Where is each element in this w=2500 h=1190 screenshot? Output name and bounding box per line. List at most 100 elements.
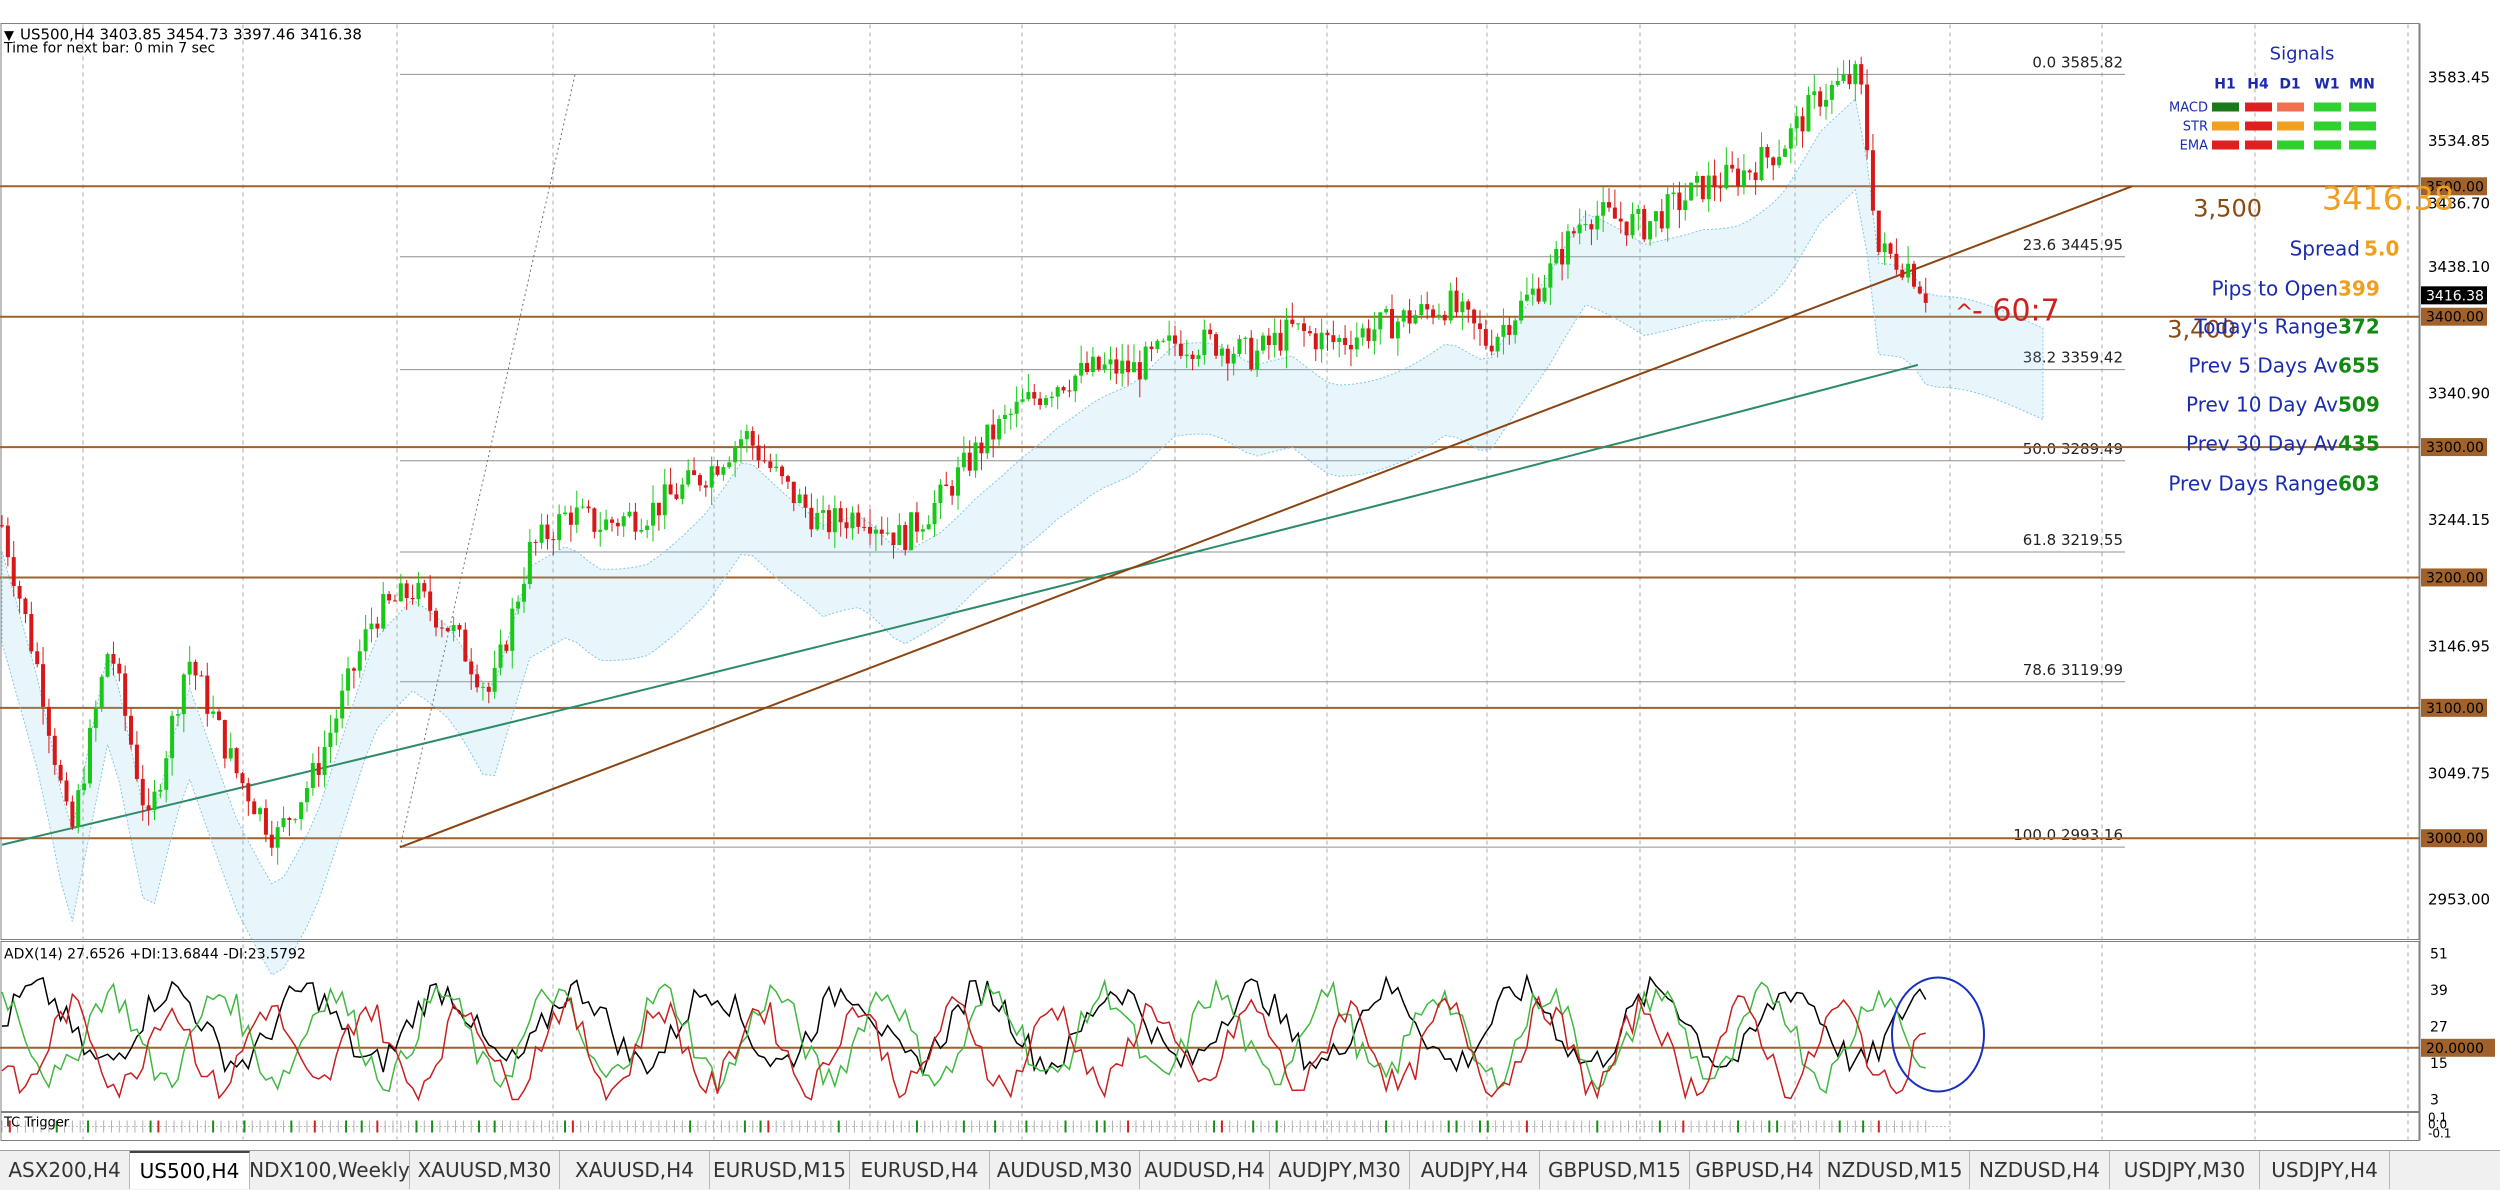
prev-10-day-label: Prev 10 Day Av [2186, 393, 2338, 417]
tab-gbpusd-h4[interactable]: GBPUSD,H4 [1690, 1151, 1820, 1189]
candle-body [52, 735, 57, 765]
vertical-gridlines [82, 24, 2409, 1140]
adx-axis-label: 39 [2430, 983, 2448, 999]
candle-body [1507, 324, 1512, 335]
candle-body [803, 494, 808, 508]
candle-body [1448, 290, 1453, 321]
candle-body [1032, 392, 1037, 399]
tab-xauusd-m30[interactable]: XAUUSD,M30 [410, 1151, 560, 1189]
adx-label: ADX(14) 27.6526 +DI:13.6844 -DI:23.5792 [4, 947, 306, 963]
candle-body [850, 512, 855, 529]
prev-5-days-value: 655 [2338, 354, 2380, 378]
candle-body [310, 763, 315, 789]
tab-nzdusd-h4[interactable]: NZDUSD,H4 [1970, 1151, 2110, 1189]
trendline [399, 185, 2133, 849]
candle-body [164, 758, 169, 790]
signal-cell [2212, 140, 2239, 150]
signal-cell [2212, 102, 2239, 112]
tab-us500-h4[interactable]: US500,H4 [130, 1151, 250, 1189]
candle-body [1255, 350, 1260, 370]
signals-timeframe-mn: MN [2349, 77, 2375, 93]
candle-body [111, 654, 116, 664]
candle-body [1542, 287, 1547, 302]
candle-body [1348, 344, 1353, 350]
pips-to-open-label: Pips to Open [2211, 277, 2338, 301]
spread-value: 5.0 [2364, 237, 2399, 261]
candle-body [1296, 323, 1301, 325]
candle-body [404, 583, 409, 599]
spread-label: Spread [2290, 237, 2360, 261]
moving-average-line [1, 363, 1919, 846]
candle-body [1190, 354, 1195, 359]
tab-gbpusd-m15[interactable]: GBPUSD,M15 [1540, 1151, 1690, 1189]
candle-body [1624, 221, 1629, 236]
candle-body [1700, 175, 1705, 200]
candle-body [832, 508, 837, 533]
candle-body [1331, 335, 1336, 342]
candle-body [1782, 148, 1787, 157]
candle-body [93, 707, 98, 728]
candle-body [1137, 362, 1142, 380]
candle-body [1131, 362, 1136, 373]
candle-body [1900, 269, 1905, 278]
fib-level-label: 38.2 3359.42 [2023, 349, 2123, 367]
ichimoku-cloud [1, 97, 2044, 976]
candle-body [1143, 346, 1148, 380]
candle-body [246, 783, 251, 802]
tab-xauusd-h4[interactable]: XAUUSD,H4 [560, 1151, 710, 1189]
candle-body [686, 470, 691, 485]
candle-body [709, 466, 714, 488]
candle-body [656, 502, 661, 516]
candle-body [1560, 248, 1565, 265]
candle-body [451, 624, 456, 632]
price-candles [0, 56, 1928, 865]
tc-axis-label: 0.0 [2428, 1118, 2447, 1132]
current-price-label: 3416.38 [2426, 288, 2484, 304]
candle-body [369, 623, 374, 630]
candle-body [252, 801, 257, 815]
tab-eurusd-h4[interactable]: EURUSD,H4 [850, 1151, 990, 1189]
candle-body [17, 585, 22, 599]
candle-body [862, 526, 867, 528]
candle-body [574, 507, 579, 525]
candle-body [434, 610, 439, 628]
tab-audjpy-m30[interactable]: AUDJPY,M30 [1270, 1151, 1410, 1189]
candle-body [1489, 345, 1494, 352]
candle-body [445, 627, 450, 632]
signals-timeframe-d1: D1 [2279, 77, 2300, 93]
candle-body [1612, 207, 1617, 219]
candle-body [944, 484, 949, 486]
big-price: 3416.38 [2322, 180, 2454, 218]
tab-eurusd-m15[interactable]: EURUSD,M15 [710, 1151, 850, 1189]
candle-body [844, 522, 849, 529]
candle-body [1278, 332, 1283, 351]
tab-nzdusd-m15[interactable]: NZDUSD,M15 [1820, 1151, 1970, 1189]
tab-audjpy-h4[interactable]: AUDJPY,H4 [1410, 1151, 1540, 1189]
candle-body [1114, 359, 1119, 374]
candle-body [1090, 356, 1095, 373]
tab-ndx100-weekly[interactable]: NDX100,Weekly [249, 1151, 410, 1189]
candle-body [1108, 359, 1113, 365]
price-axis-label: 3340.90 [2428, 385, 2490, 403]
candle-body [1501, 324, 1506, 337]
round-level-badge [2421, 568, 2487, 587]
candle-body [780, 466, 785, 477]
candle-body [903, 525, 908, 551]
candle-body [1002, 415, 1007, 420]
tab-audusd-m30[interactable]: AUDUSD,M30 [990, 1151, 1140, 1189]
candle-body [668, 484, 673, 495]
candle-body [1102, 364, 1107, 370]
candle-body [1266, 335, 1271, 346]
tab-audusd-h4[interactable]: AUDUSD,H4 [1140, 1151, 1270, 1189]
candle-body [1859, 64, 1864, 85]
candle-body [1184, 354, 1189, 356]
fib-level-label: 61.8 3219.55 [2023, 531, 2123, 549]
adx-level-label: 20.0000 [2426, 1041, 2484, 1057]
tab-asx200-h4[interactable]: ASX200,H4 [0, 1151, 130, 1189]
tab-usdjpy-m30[interactable]: USDJPY,M30 [2110, 1151, 2260, 1189]
header-dropdown-icon[interactable]: ▼ [4, 29, 14, 44]
candle-body [41, 664, 46, 707]
candle-body [293, 819, 298, 821]
tab-usdjpy-h4[interactable]: USDJPY,H4 [2260, 1151, 2390, 1189]
